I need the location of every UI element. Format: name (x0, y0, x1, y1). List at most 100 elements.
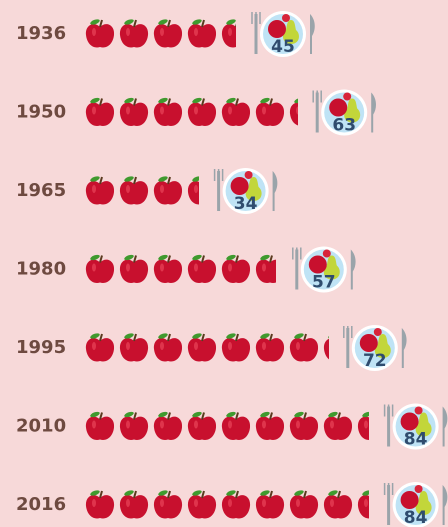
apple-shine (160, 342, 164, 350)
apple-body (154, 24, 182, 47)
year-label: 1980 (16, 259, 66, 280)
apple-body (86, 338, 114, 361)
apple-body (256, 103, 284, 126)
apple-body (324, 495, 352, 518)
apple-shine (296, 421, 300, 429)
apple-body (188, 417, 216, 440)
apple-shine (262, 421, 266, 429)
apple-shine (194, 342, 198, 350)
apple-body (120, 103, 148, 126)
apple-shine (194, 499, 198, 507)
apple-shine (126, 499, 130, 507)
apple-body (222, 103, 250, 126)
apple-body (86, 495, 114, 518)
apple-shine (92, 421, 96, 429)
apple-body (120, 181, 148, 204)
apple-body (120, 417, 148, 440)
apple-body (86, 260, 114, 283)
apple-shine (160, 499, 164, 507)
value-label: 57 (312, 273, 336, 293)
apple-body (86, 103, 114, 126)
chart: 1936451950631965341980571995722010842016… (0, 0, 448, 527)
apple-shine (194, 185, 198, 193)
apple-body (154, 260, 182, 283)
apple-shine (228, 421, 232, 429)
apple-body (222, 495, 250, 518)
apple-shine (262, 342, 266, 350)
apple-shine (126, 185, 130, 193)
cherry (245, 171, 253, 179)
apple-body (154, 417, 182, 440)
cherry (343, 93, 351, 101)
apple-body (222, 338, 250, 361)
apple-shine (228, 107, 232, 115)
cherry (415, 407, 423, 415)
apple-shine (262, 264, 266, 272)
apple-shine (194, 28, 198, 36)
apple-body (188, 495, 216, 518)
apple-shine (160, 421, 164, 429)
plate-apple (329, 99, 347, 117)
apple-shine (92, 28, 96, 36)
cherry (323, 250, 331, 258)
apple-body (154, 495, 182, 518)
apple-body (290, 495, 318, 518)
plate-apple (309, 256, 327, 274)
apple-body (154, 181, 182, 204)
year-label: 1995 (16, 337, 66, 358)
apple-shine (296, 342, 300, 350)
plate-apple (401, 491, 419, 509)
cherry (374, 328, 382, 336)
year-label: 1950 (16, 102, 66, 123)
apple-shine (126, 342, 130, 350)
apple-body (256, 495, 284, 518)
apple-body (188, 260, 216, 283)
apple-shine (194, 264, 198, 272)
apple-shine (364, 499, 368, 507)
value-label: 34 (234, 194, 258, 214)
value-label: 45 (271, 37, 295, 57)
apple-shine (92, 185, 96, 193)
apple-shine (194, 107, 198, 115)
apple-shine (160, 185, 164, 193)
plate-apple (401, 413, 419, 431)
value-label: 72 (363, 351, 387, 371)
apple-body (256, 417, 284, 440)
apple-shine (330, 499, 334, 507)
cherry (415, 485, 423, 493)
value-label: 84 (404, 508, 428, 527)
apple-shine (92, 264, 96, 272)
apple-body (154, 338, 182, 361)
apple-shine (92, 107, 96, 115)
apple-body (256, 338, 284, 361)
apple-shine (228, 28, 232, 36)
value-label: 84 (404, 430, 428, 450)
apple-body (86, 181, 114, 204)
apple-shine (126, 421, 130, 429)
year-label: 2016 (16, 494, 66, 515)
apple-body (120, 338, 148, 361)
apple-body (120, 260, 148, 283)
apple-shine (262, 107, 266, 115)
apple-shine (160, 28, 164, 36)
apple-body (154, 103, 182, 126)
apple-body (222, 417, 250, 440)
apple-body (188, 24, 216, 47)
year-label: 2010 (16, 416, 66, 437)
apple-body (324, 417, 352, 440)
apple-shine (92, 499, 96, 507)
apple-shine (228, 264, 232, 272)
apple-body (86, 24, 114, 47)
apple-shine (364, 421, 368, 429)
year-label: 1965 (16, 180, 66, 201)
apple-body (290, 338, 318, 361)
apple-shine (126, 28, 130, 36)
apple-shine (126, 264, 130, 272)
apple-shine (330, 421, 334, 429)
plate-apple (268, 20, 286, 38)
apple-body (222, 260, 250, 283)
apple-body (188, 338, 216, 361)
apple-body (120, 495, 148, 518)
apple-body (188, 103, 216, 126)
plate-apple (360, 334, 378, 352)
